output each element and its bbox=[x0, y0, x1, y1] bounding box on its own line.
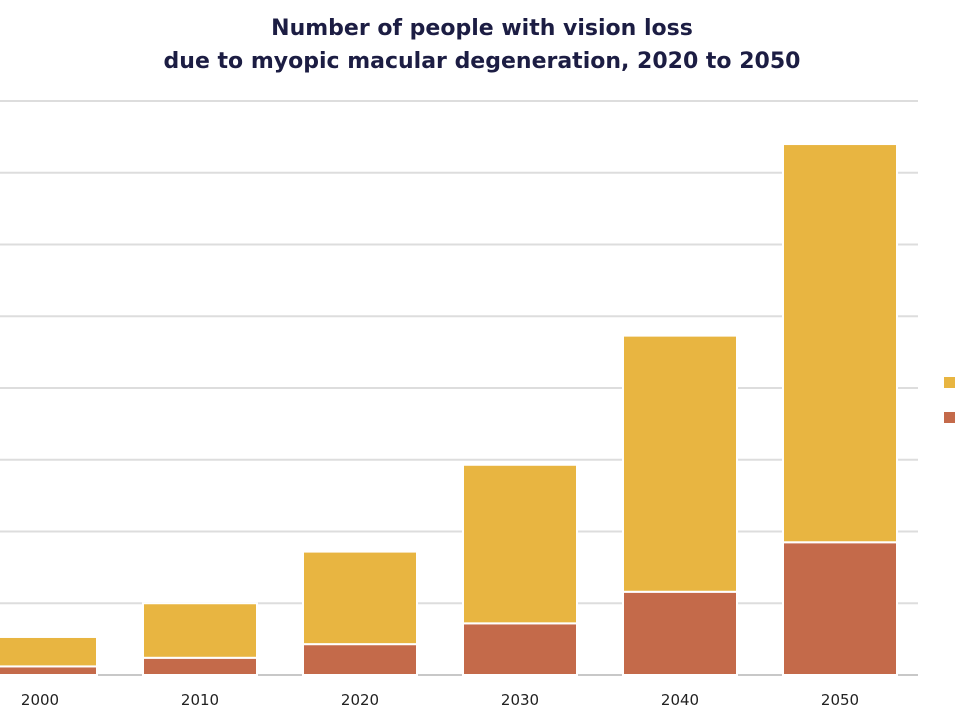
bar-segment-series-2 bbox=[0, 635, 98, 668]
bar-segment-series-1 bbox=[622, 590, 738, 677]
bar-segment-series-1 bbox=[462, 622, 578, 677]
chart-title-line-1: Number of people with vision loss bbox=[271, 16, 693, 41]
x-tick-label: 2040 bbox=[661, 691, 699, 709]
x-tick-label: 2050 bbox=[821, 691, 859, 709]
x-tick-label: 2030 bbox=[501, 691, 539, 709]
bar-segment-series-2 bbox=[782, 143, 898, 544]
bar-segment-series-2 bbox=[462, 463, 578, 625]
bar-segment-series-2 bbox=[302, 550, 418, 646]
x-tick-label: 2000 bbox=[21, 691, 59, 709]
legend-swatch bbox=[944, 412, 955, 423]
legend-swatch bbox=[944, 377, 955, 388]
gridlines bbox=[0, 100, 918, 676]
chart-title-line-2: due to myopic macular degeneration, 2020… bbox=[163, 49, 801, 74]
x-tick-label: 2020 bbox=[341, 691, 379, 709]
bars bbox=[0, 143, 898, 677]
bar-segment-series-1 bbox=[782, 541, 898, 677]
bar-segment-series-2 bbox=[622, 334, 738, 593]
chart-title: Number of people with vision loss due to… bbox=[0, 12, 960, 78]
x-axis-tick-labels: 2000 2010 2020 2030 2040 2050 bbox=[21, 691, 859, 709]
legend bbox=[944, 377, 955, 423]
bar-segment-series-2 bbox=[142, 602, 258, 659]
bar-segment-series-1 bbox=[142, 656, 258, 677]
bar-segment-series-1 bbox=[302, 643, 418, 677]
x-tick-label: 2010 bbox=[181, 691, 219, 709]
bar-segment-series-1 bbox=[0, 665, 98, 677]
